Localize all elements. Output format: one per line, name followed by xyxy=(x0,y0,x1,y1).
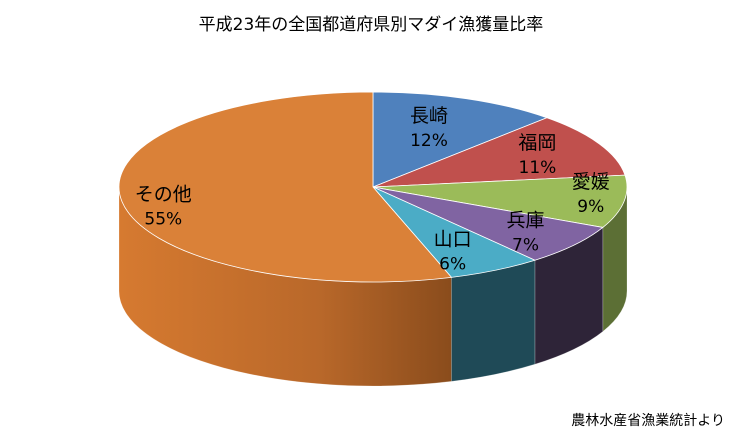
pie-labels: 長崎 12% 福岡 11% 愛媛 9% 兵庫 7% 山口 6% その他 55% xyxy=(135,105,610,274)
slice-percent-label: 11% xyxy=(519,158,557,178)
slice-percent-label: 9% xyxy=(577,197,604,217)
slice-percent-label: 12% xyxy=(410,131,448,151)
slice-name-label: 福岡 xyxy=(518,132,556,154)
slice-percent-label: 7% xyxy=(512,235,539,255)
pie-sides xyxy=(118,186,628,387)
pie-slice-3 xyxy=(372,186,604,261)
chart-title: 平成23年の全国都道府県別マダイ漁獲量比率 xyxy=(199,15,544,35)
slice-name-label: 山口 xyxy=(434,228,472,250)
source-note: 農林水産省漁業統計より xyxy=(571,413,725,429)
slice-name-label: 愛媛 xyxy=(572,171,610,193)
pie-tops xyxy=(118,91,628,283)
slice-name-label: 兵庫 xyxy=(507,209,545,231)
slice-percent-label: 6% xyxy=(439,254,466,274)
pie-slice-5 xyxy=(118,91,452,283)
pie-side-4 xyxy=(451,259,536,382)
pie-slice-0 xyxy=(372,91,548,188)
slice-name-label: 長崎 xyxy=(410,105,448,127)
slice-name-label: その他 xyxy=(135,184,192,206)
pie-slice-2 xyxy=(372,174,628,228)
pie-slice-1 xyxy=(372,117,626,188)
slice-percent-label: 55% xyxy=(144,210,182,230)
